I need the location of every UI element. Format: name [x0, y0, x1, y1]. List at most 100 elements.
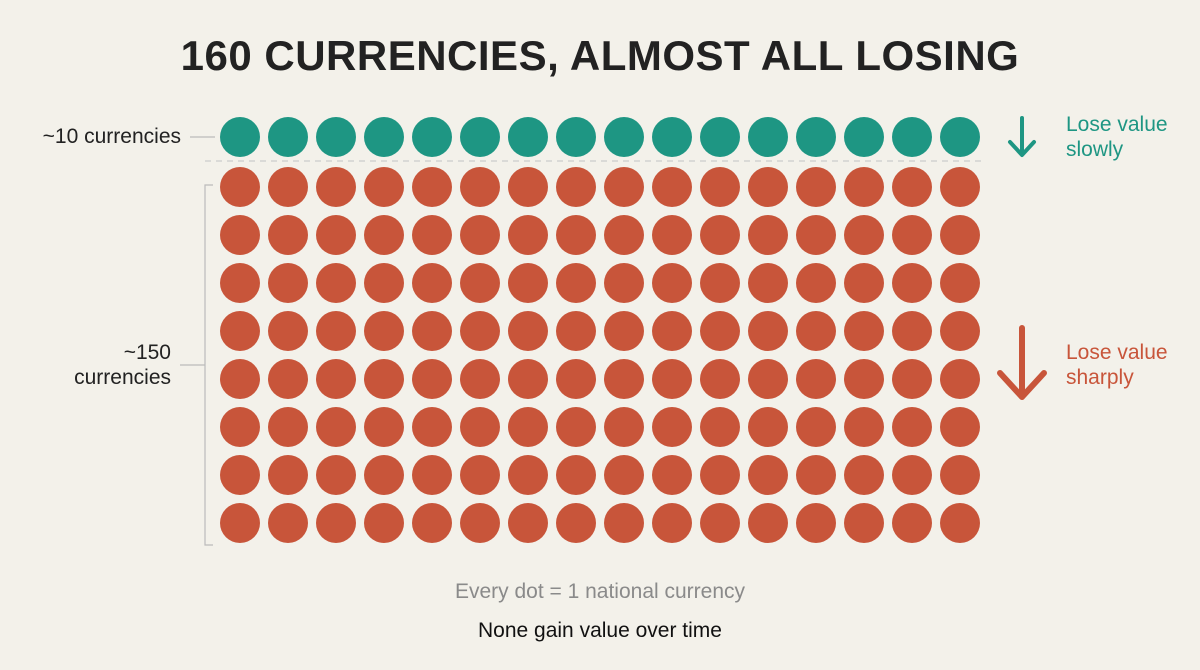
dot — [604, 263, 644, 303]
dot — [508, 117, 548, 157]
dot — [700, 407, 740, 447]
dot — [460, 503, 500, 543]
dot — [748, 503, 788, 543]
dot — [316, 359, 356, 399]
dot — [220, 455, 260, 495]
dot — [652, 311, 692, 351]
dot — [556, 455, 596, 495]
dot — [748, 455, 788, 495]
dot — [796, 167, 836, 207]
caption: None gain value over time — [478, 619, 722, 642]
dot — [508, 167, 548, 207]
dot — [412, 263, 452, 303]
dot — [316, 167, 356, 207]
dot — [700, 311, 740, 351]
dot — [604, 503, 644, 543]
dot — [460, 117, 500, 157]
dot — [364, 117, 404, 157]
dot — [364, 503, 404, 543]
dot — [460, 167, 500, 207]
dot — [700, 359, 740, 399]
dot — [268, 117, 308, 157]
dot — [892, 407, 932, 447]
dot — [316, 407, 356, 447]
dot — [508, 503, 548, 543]
dot — [556, 503, 596, 543]
dot — [268, 503, 308, 543]
dot — [700, 503, 740, 543]
dot — [220, 503, 260, 543]
dot — [796, 359, 836, 399]
dot — [700, 263, 740, 303]
dot — [556, 359, 596, 399]
dot — [460, 359, 500, 399]
dot — [604, 359, 644, 399]
dot — [796, 407, 836, 447]
dot — [940, 359, 980, 399]
dot — [220, 359, 260, 399]
chart-title: 160 CURRENCIES, ALMOST ALL LOSING — [180, 32, 1020, 79]
dot — [556, 117, 596, 157]
dot — [604, 455, 644, 495]
dot — [508, 407, 548, 447]
dot — [364, 167, 404, 207]
dot — [892, 503, 932, 543]
dot — [316, 455, 356, 495]
dot — [892, 117, 932, 157]
dot — [796, 263, 836, 303]
dot — [748, 311, 788, 351]
dot — [652, 407, 692, 447]
dot — [412, 167, 452, 207]
dot — [364, 215, 404, 255]
dot — [460, 455, 500, 495]
dot — [892, 359, 932, 399]
dot — [220, 167, 260, 207]
dot — [556, 167, 596, 207]
dot — [604, 407, 644, 447]
dot — [412, 407, 452, 447]
dot — [844, 407, 884, 447]
dot — [796, 117, 836, 157]
dot — [604, 311, 644, 351]
dot — [460, 311, 500, 351]
dot — [700, 117, 740, 157]
dot — [700, 455, 740, 495]
group-label: ~150 currencies — [74, 341, 171, 389]
dot — [844, 503, 884, 543]
dot — [316, 311, 356, 351]
dot — [940, 407, 980, 447]
dot — [604, 215, 644, 255]
dot — [844, 167, 884, 207]
dot — [604, 167, 644, 207]
dot — [364, 407, 404, 447]
group-note: Lose value sharply — [1066, 341, 1168, 389]
dot — [700, 215, 740, 255]
dot — [652, 215, 692, 255]
dot — [316, 263, 356, 303]
dot — [556, 311, 596, 351]
dot — [940, 263, 980, 303]
dot — [556, 215, 596, 255]
dot — [316, 117, 356, 157]
dot — [844, 263, 884, 303]
dot — [844, 359, 884, 399]
dot — [652, 263, 692, 303]
dot — [268, 263, 308, 303]
dot — [604, 117, 644, 157]
dot — [748, 117, 788, 157]
dot — [652, 503, 692, 543]
dot — [364, 359, 404, 399]
dot — [268, 215, 308, 255]
dot — [892, 215, 932, 255]
dot — [844, 215, 884, 255]
dot — [460, 215, 500, 255]
dot — [940, 215, 980, 255]
dot — [652, 117, 692, 157]
dot — [220, 215, 260, 255]
dot — [748, 215, 788, 255]
dot — [508, 311, 548, 351]
dot — [268, 455, 308, 495]
dot — [796, 455, 836, 495]
dot — [364, 311, 404, 351]
